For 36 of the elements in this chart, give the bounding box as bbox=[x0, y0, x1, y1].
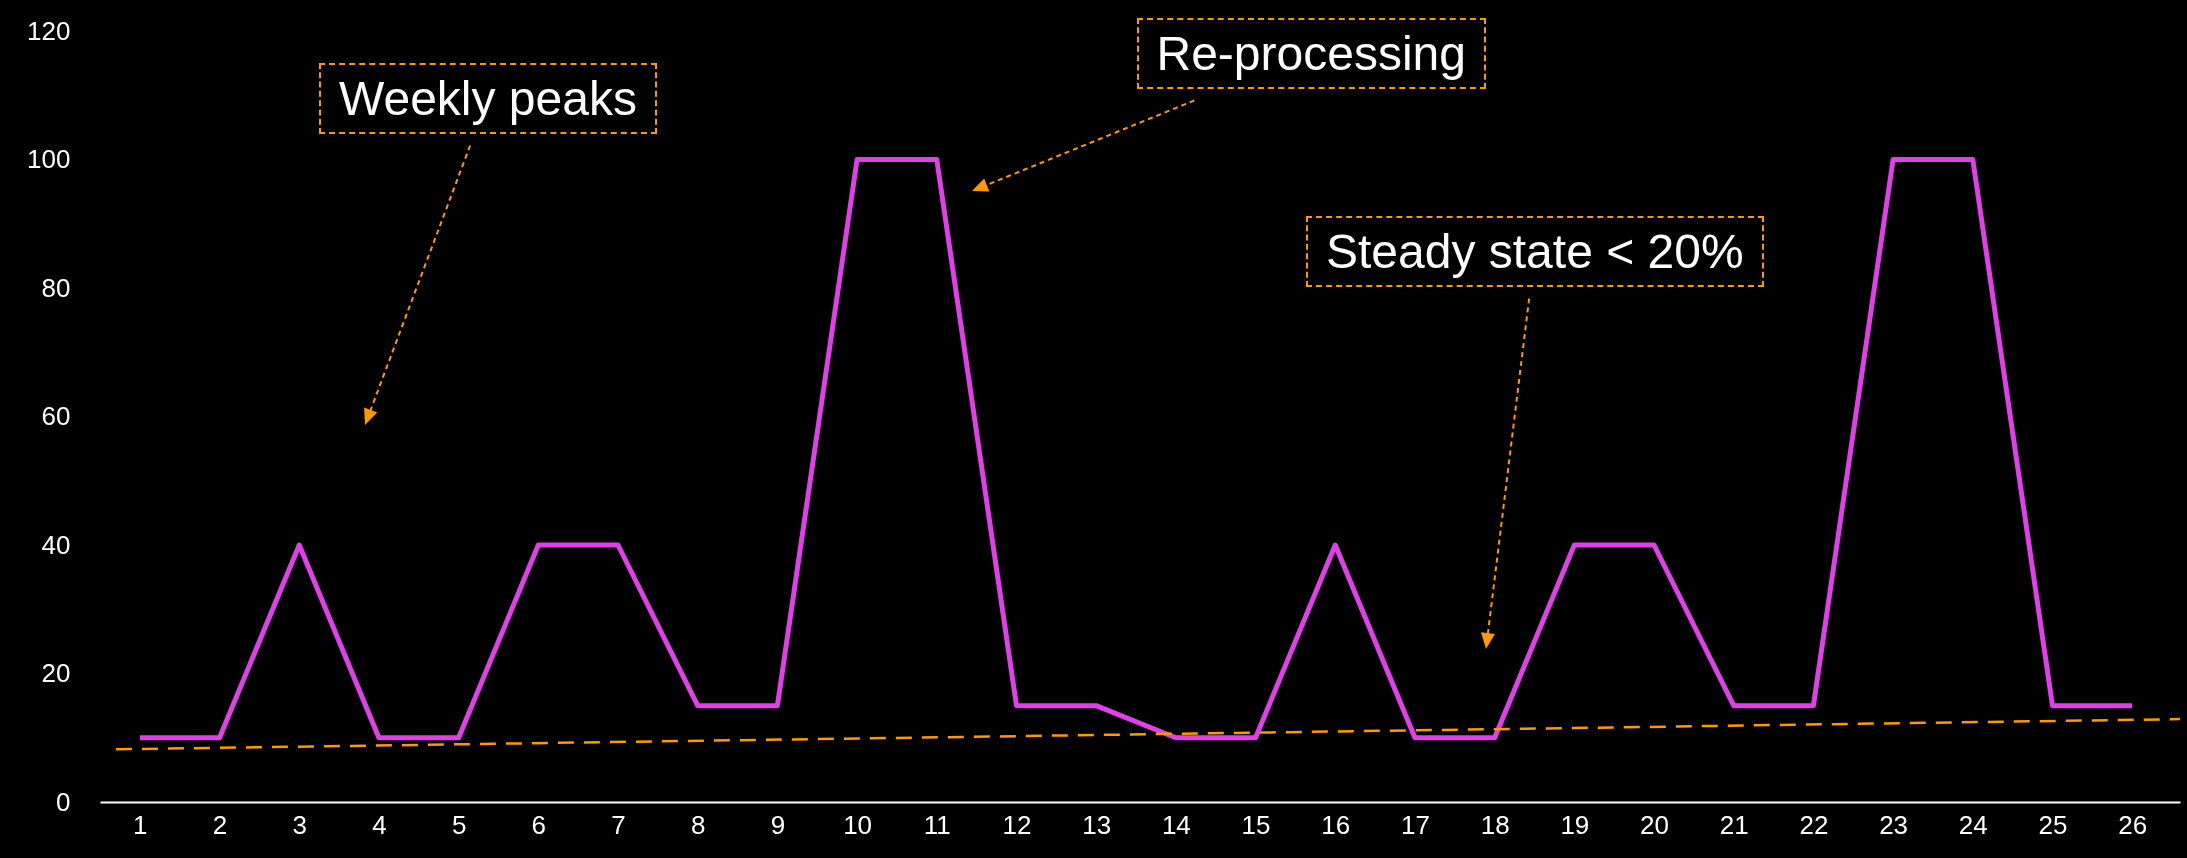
x-tick-label: 1 bbox=[133, 809, 148, 840]
x-tick-label: 3 bbox=[292, 809, 307, 840]
note-box: Re-processing bbox=[1136, 17, 1486, 89]
y-tick-label: 0 bbox=[56, 786, 71, 817]
x-tick-label: 21 bbox=[1719, 809, 1749, 840]
x-tick-label: 4 bbox=[372, 809, 387, 840]
x-tick-label: 9 bbox=[770, 809, 786, 840]
x-tick-label: 18 bbox=[1480, 809, 1510, 840]
x-tick-label: 22 bbox=[1799, 809, 1829, 840]
x-tick-label: 25 bbox=[2038, 809, 2068, 840]
x-tick-label: 10 bbox=[843, 809, 873, 840]
x-tick-label: 23 bbox=[1879, 809, 1909, 840]
x-tick-label: 11 bbox=[923, 809, 951, 840]
x-tick-label: 8 bbox=[690, 809, 706, 840]
y-tick-label: 60 bbox=[41, 401, 71, 431]
x-tick-label: 17 bbox=[1400, 809, 1430, 840]
x-tick-label: 6 bbox=[531, 809, 547, 840]
note-box: Steady state < 20% bbox=[1306, 215, 1764, 287]
x-tick-label: 2 bbox=[212, 809, 228, 840]
y-tick-label: 80 bbox=[41, 272, 71, 303]
x-tick-label: 26 bbox=[2118, 809, 2148, 840]
x-tick-label: 16 bbox=[1321, 809, 1351, 840]
x-tick-label: 5 bbox=[451, 809, 467, 840]
x-tick-label: 15 bbox=[1241, 809, 1271, 840]
y-tick-label: 40 bbox=[41, 529, 71, 560]
x-tick-label: 14 bbox=[1161, 809, 1191, 840]
x-tick-label: 20 bbox=[1640, 809, 1669, 840]
x-tick-label: 7 bbox=[611, 809, 626, 840]
y-tick-label: 120 bbox=[27, 15, 71, 46]
y-tick-label: 100 bbox=[27, 144, 71, 174]
x-tick-label: 19 bbox=[1560, 809, 1590, 840]
x-tick-label: 12 bbox=[1002, 809, 1032, 840]
x-tick-label: 24 bbox=[1958, 809, 1988, 840]
x-tick-label: 13 bbox=[1082, 809, 1112, 840]
y-tick-label: 20 bbox=[41, 658, 71, 688]
note-box: Weekly peaks bbox=[319, 62, 657, 134]
